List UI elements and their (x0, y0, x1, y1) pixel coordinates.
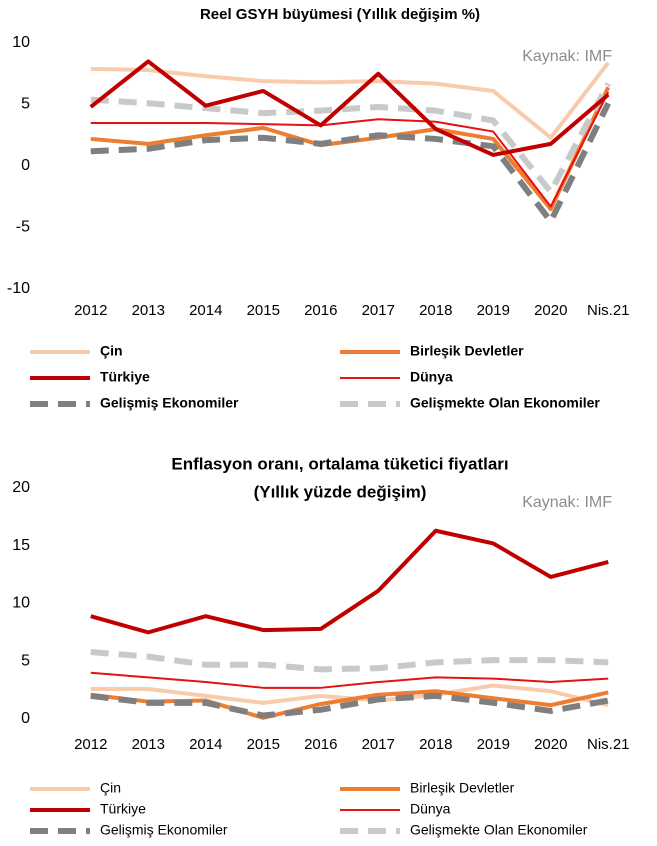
legend-label: Birleşik Devletler (410, 343, 524, 359)
x-tick-label: Nis.21 (587, 736, 630, 753)
x-tick-label: 2013 (132, 302, 165, 319)
x-tick-label: 2013 (132, 736, 165, 753)
series-line (90, 82, 611, 195)
legend-label: Çin (100, 343, 123, 359)
x-tick-label: 2014 (189, 736, 222, 753)
legend-label: Gelişmekte Olan Ekonomiler (410, 395, 600, 411)
y-tick-label: 0 (21, 710, 30, 727)
legend-label: Gelişmiş Ekonomiler (100, 395, 239, 411)
y-tick-label: 5 (21, 652, 30, 669)
annotation: Kaynak: IMF (522, 48, 612, 65)
x-tick-label: 2016 (304, 736, 337, 753)
y-tick-label: 20 (12, 479, 30, 496)
x-tick-label: 2017 (362, 302, 395, 319)
y-tick-label: -5 (16, 219, 30, 236)
x-tick-label: 2017 (362, 736, 395, 753)
series-line (90, 101, 611, 225)
y-tick-label: 10 (12, 595, 30, 612)
y-tick-label: 10 (12, 34, 30, 51)
series-line (90, 692, 609, 719)
chart-title: Enflasyon oranı, ortalama tüketici fiyat… (171, 454, 508, 473)
annotation: Kaynak: IMF (522, 494, 612, 511)
legend-label: Gelişmekte Olan Ekonomiler (410, 822, 588, 838)
legend-label: Gelişmiş Ekonomiler (100, 822, 228, 838)
series-line (90, 649, 609, 673)
series-line (90, 61, 610, 140)
x-tick-label: 2020 (534, 302, 567, 319)
series-line (90, 528, 609, 635)
legend-label: Dünya (410, 369, 453, 385)
x-tick-label: 2012 (74, 302, 107, 319)
x-tick-label: 2012 (74, 736, 107, 753)
y-tick-label: 15 (12, 537, 30, 554)
legend-label: Türkiye (100, 369, 150, 385)
x-tick-label: 2016 (304, 302, 337, 319)
series-line (90, 91, 610, 208)
x-tick-label: 2018 (419, 736, 452, 753)
chart-subtitle: (Yıllık yüzde değişim) (254, 482, 427, 501)
legend-label: Çin (100, 780, 121, 796)
x-tick-label: 2015 (247, 736, 280, 753)
legend-label: Türkiye (100, 801, 146, 817)
x-tick-label: 2020 (534, 736, 567, 753)
x-tick-label: 2019 (477, 736, 510, 753)
chart-title: Reel GSYH büyümesi (Yıllık değişim %) (200, 6, 480, 23)
x-tick-label: 2019 (477, 302, 510, 319)
x-tick-label: 2018 (419, 302, 452, 319)
series-line (89, 59, 610, 157)
legend-label: Birleşik Devletler (410, 780, 515, 796)
y-tick-label: 5 (21, 96, 30, 113)
series-line (90, 671, 609, 689)
x-tick-label: 2015 (247, 302, 280, 319)
y-tick-label: 0 (21, 157, 30, 174)
y-tick-label: -10 (7, 280, 30, 297)
legend-label: Dünya (410, 801, 451, 817)
x-tick-label: 2014 (189, 302, 222, 319)
x-tick-label: Nis.21 (587, 302, 630, 319)
